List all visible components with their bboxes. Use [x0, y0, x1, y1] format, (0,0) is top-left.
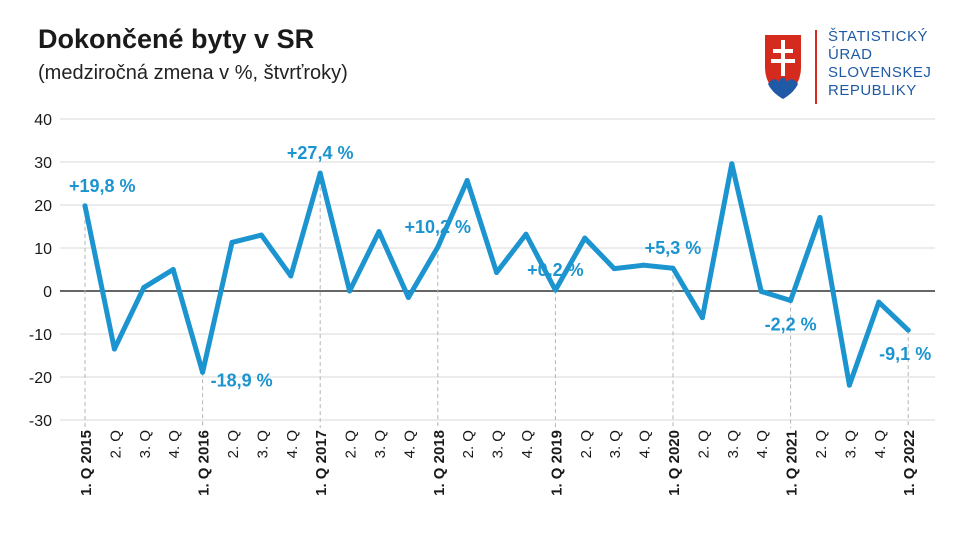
data-point	[582, 235, 588, 241]
data-point	[200, 369, 206, 375]
x-tick-label: 4. Q	[284, 430, 301, 458]
data-point	[111, 346, 117, 352]
x-tick-label: 4. Q	[166, 430, 183, 458]
x-tick-label: 4. Q	[519, 430, 536, 458]
data-label: -18,9 %	[211, 370, 273, 390]
data-point	[729, 161, 735, 167]
x-tick-label: 4. Q	[637, 430, 654, 458]
data-label: +5,3 %	[645, 238, 702, 258]
data-point	[699, 315, 705, 321]
data-point	[641, 262, 647, 268]
chart-title: Dokončené byty v SR	[38, 24, 315, 54]
x-tick-label: 2. Q	[695, 430, 712, 458]
data-point	[758, 288, 764, 294]
x-tick-label: 3. Q	[842, 430, 859, 458]
data-point	[846, 382, 852, 388]
x-tick-label: 3. Q	[372, 430, 389, 458]
data-point	[494, 270, 500, 276]
logo-line: SLOVENSKEJ	[828, 64, 932, 81]
x-tick-label: 1. Q 2020	[666, 430, 683, 496]
x-tick-label: 3. Q	[254, 430, 271, 458]
data-point	[82, 203, 88, 209]
y-tick-label: 30	[34, 155, 52, 172]
data-label: +27,4 %	[287, 143, 354, 163]
x-tick-label: 2. Q	[107, 430, 124, 458]
chart-subtitle: (medziročná zmena v %, štvrťroky)	[38, 62, 348, 84]
x-tick-label: 1. Q 2022	[901, 430, 918, 496]
data-point	[170, 267, 176, 272]
data-point	[141, 285, 147, 291]
x-tick-label: 2. Q	[813, 430, 830, 458]
y-tick-label: -20	[29, 370, 52, 387]
data-point	[317, 170, 323, 176]
x-tick-label: 3. Q	[607, 430, 624, 458]
x-tick-label: 2. Q	[343, 430, 360, 458]
data-point	[552, 287, 558, 293]
data-point	[229, 239, 235, 245]
data-point	[876, 299, 882, 305]
x-tick-label: 4. Q	[872, 430, 889, 458]
data-point	[376, 229, 382, 235]
coat-of-arms-icon	[763, 33, 803, 102]
data-point	[523, 231, 529, 237]
data-point	[405, 294, 411, 300]
x-tick-label: 3. Q	[137, 430, 154, 458]
data-label: +10,2 %	[405, 217, 472, 237]
x-tick-label: 1. Q 2015	[78, 430, 95, 496]
data-point	[435, 244, 441, 250]
x-tick-label: 3. Q	[725, 430, 742, 458]
logo-divider	[815, 30, 817, 104]
x-tick-label: 1. Q 2016	[196, 430, 213, 496]
data-point	[788, 297, 794, 303]
logo-text: ŠTATISTICKÝ ÚRAD SLOVENSKEJ REPUBLIKY	[828, 28, 931, 100]
x-tick-label: 3. Q	[490, 430, 507, 458]
x-tick-label: 1. Q 2017	[313, 430, 330, 496]
y-tick-label: 40	[34, 112, 52, 129]
x-tick-label: 2. Q	[578, 430, 595, 458]
x-tick-label: 4. Q	[754, 430, 771, 458]
y-tick-label: -30	[29, 413, 52, 430]
x-tick-label: 1. Q 2019	[548, 430, 565, 496]
x-tick-label: 1. Q 2018	[431, 430, 448, 496]
data-point	[611, 266, 617, 272]
data-label: +19,8 %	[69, 176, 136, 196]
x-tick-label: 2. Q	[460, 430, 477, 458]
x-tick-label: 4. Q	[401, 430, 418, 458]
data-label: -2,2 %	[765, 314, 817, 334]
x-tick-label: 2. Q	[225, 430, 242, 458]
data-point	[288, 273, 294, 279]
y-tick-label: 0	[43, 284, 52, 301]
y-tick-label: -10	[29, 327, 52, 344]
data-point	[670, 265, 676, 271]
x-tick-label: 1. Q 2021	[784, 430, 801, 496]
y-tick-label: 20	[34, 198, 52, 215]
data-point	[464, 177, 470, 183]
statistical-office-logo	[763, 30, 817, 104]
logo-line: ÚRAD	[828, 46, 873, 63]
data-point	[905, 327, 911, 333]
data-label: +0,2 %	[527, 260, 584, 280]
data-point	[347, 288, 353, 294]
logo-line: ŠTATISTICKÝ	[828, 28, 928, 45]
data-point	[258, 232, 264, 238]
logo-line: REPUBLIKY	[828, 82, 917, 99]
data-point	[817, 214, 823, 220]
data-label: -9,1 %	[879, 344, 931, 364]
y-tick-label: 10	[34, 241, 52, 258]
